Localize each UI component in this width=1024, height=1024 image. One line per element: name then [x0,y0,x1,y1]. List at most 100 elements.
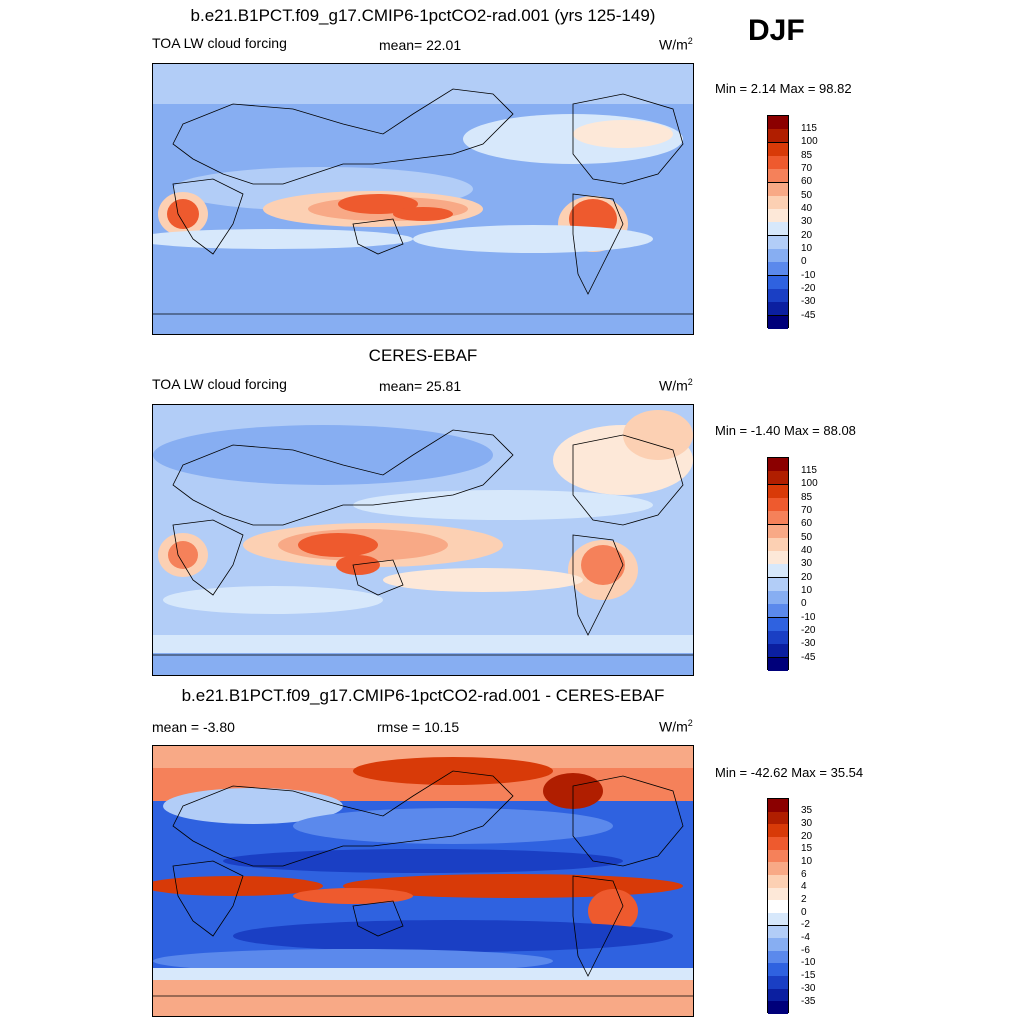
panel2-colorbar-swatch [768,458,788,472]
colorbar-tick-label: 60 [801,176,813,187]
panel1-variable-label: TOA LW cloud forcing [152,35,287,51]
panel2-variable-label: TOA LW cloud forcing [152,376,287,392]
season-label: DJF [748,14,805,47]
colorbar-tick-label: -15 [801,970,816,981]
colorbar-tick-label: -45 [801,652,816,663]
colorbar-tick-label: 115 [801,123,817,134]
panel3-colorbar-swatch [768,925,788,940]
panel3-colorbar-swatch [768,1001,788,1014]
colorbar-tick-label: 6 [801,869,807,880]
panel3-minmax: Min = -42.62 Max = 35.54 [715,765,864,780]
panel1-colorbar-swatch [768,155,788,170]
colorbar-tick-label: 70 [801,163,813,174]
colorbar-tick-label: -6 [801,945,810,956]
panel1-colorbar-swatch [768,262,788,277]
colorbar-tick-label: 100 [801,478,818,489]
panel2-mean-label: mean= 25.81 [379,378,462,394]
panel3-colorbar [767,798,789,1014]
panel3-colorbar-swatch [768,887,788,902]
colorbar-tick-label: 0 [801,256,807,267]
panel2-colorbar-swatch [768,511,788,526]
panel1-colorbar-swatch [768,129,788,144]
panel1-colorbar-swatch [768,249,788,263]
colorbar-tick-label: 30 [801,818,813,829]
panel3-map-field [153,746,693,1016]
panel1-colorbar-swatch [768,315,788,329]
colorbar-tick-label: 40 [801,203,813,214]
colorbar-tick-label: 115 [801,465,817,476]
panel1-colorbar-swatch [768,169,788,184]
colorbar-tick-label: -20 [801,283,816,294]
panel3-mean-label: mean = -3.80 [152,719,235,735]
colorbar-tick-label: 100 [801,136,818,147]
colorbar-tick-label: 85 [801,492,813,503]
panel2-colorbar-swatch [768,471,788,486]
colorbar-tick-label: 10 [801,243,813,254]
panel1-colorbar-swatch [768,195,788,210]
panel3-map [152,745,694,1017]
panel2-colorbar-swatch [768,604,788,619]
colorbar-tick-label: 0 [801,598,807,609]
panel1-colorbar-swatch [768,288,788,303]
panel2-colorbar-swatch [768,657,788,671]
colorbar-tick-label: -30 [801,638,816,649]
panel3-units: W/m2 [659,718,693,735]
panel1-colorbar-swatch [768,182,788,197]
colorbar-tick-label: -2 [801,919,810,930]
panel2-colorbar-swatch [768,484,788,499]
panel1-colorbar-swatch [768,302,788,317]
panel1-title: b.e21.B1PCT.f09_g17.CMIP6-1pctCO2-rad.00… [190,6,656,25]
colorbar-tick-label: -35 [801,996,816,1007]
panel2-colorbar-swatch [768,564,788,579]
panel2-colorbar-swatch [768,524,788,539]
colorbar-tick-label: 70 [801,505,813,516]
colorbar-tick-label: -30 [801,983,816,994]
panel2-colorbar-swatch [768,630,788,645]
panel1-mean-label: mean= 22.01 [379,37,462,53]
panel1-colorbar-swatch [768,235,788,250]
panel2-units: W/m2 [659,377,693,394]
panel1-colorbar-swatch [768,275,788,290]
panel1-units: W/m2 [659,36,693,53]
colorbar-tick-label: 30 [801,558,813,569]
colorbar-tick-label: 40 [801,545,813,556]
panel3-colorbar-swatch [768,811,788,826]
panel3-colorbar-swatch [768,836,788,851]
panel3-colorbar-swatch [768,862,788,876]
panel1-minmax: Min = 2.14 Max = 98.82 [715,81,852,96]
panel2-title: CERES-EBAF [368,346,478,365]
panel3-colorbar-swatch [768,900,788,914]
colorbar-tick-label: 2 [801,894,807,905]
panel3-colorbar-swatch [768,976,788,990]
panel2-map [152,404,694,676]
panel2-colorbar-swatch [768,497,788,512]
panel3-colorbar-swatch [768,912,788,927]
panel2-colorbar-swatch [768,617,788,632]
colorbar-tick-label: 10 [801,585,813,596]
panel3-title: b.e21.B1PCT.f09_g17.CMIP6-1pctCO2-rad.00… [181,686,665,705]
panel2-colorbar-swatch [768,591,788,605]
panel1-map-field [153,64,693,334]
colorbar-tick-label: -30 [801,296,816,307]
colorbar-tick-label: -10 [801,957,816,968]
colorbar-tick-label: -45 [801,310,816,321]
panel3-colorbar-swatch [768,799,788,813]
panel1-colorbar [767,115,789,329]
panel3-colorbar-swatch [768,950,788,965]
panel3-colorbar-swatch [768,938,788,952]
colorbar-tick-label: -20 [801,625,816,636]
panel1-colorbar-swatch [768,142,788,157]
colorbar-tick-label: 50 [801,532,813,543]
panel3-colorbar-swatch [768,874,788,889]
colorbar-tick-label: -10 [801,612,816,623]
colorbar-tick-label: 20 [801,230,813,241]
colorbar-tick-label: 20 [801,831,813,842]
colorbar-tick-label: -4 [801,932,810,943]
colorbar-tick-label: -10 [801,270,816,281]
panel2-map-field [153,405,693,675]
panel3-colorbar-swatch [768,988,788,1003]
panel3-rmse-label: rmse = 10.15 [377,719,460,735]
panel2-colorbar-swatch [768,577,788,592]
colorbar-tick-label: 0 [801,907,807,918]
colorbar-tick-label: 85 [801,150,813,161]
